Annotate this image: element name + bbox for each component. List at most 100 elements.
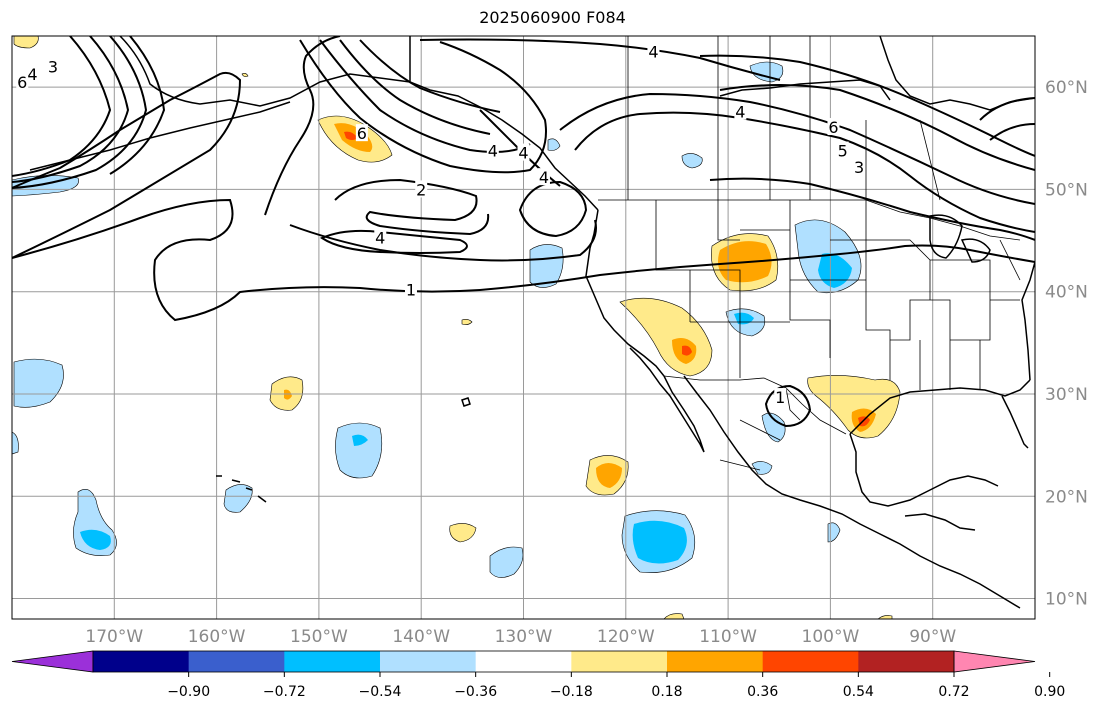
contour-canada-1	[574, 111, 1035, 233]
neg-core-south-west	[80, 529, 111, 550]
contour-alaska-4	[359, 39, 501, 113]
map-frame	[11, 35, 1036, 620]
colorbar-extend-high	[953, 650, 1036, 673]
great-lakes	[929, 214, 963, 259]
neg-blob-dakota	[681, 153, 703, 169]
contour-label: 1	[406, 281, 416, 300]
pos-blob-top-left	[13, 36, 39, 49]
contour-label: 4	[539, 168, 549, 187]
colorbar: −0.90 −0.72 −0.54 −0.36 −0.18 0.18 0.36 0.54 0.7…	[11, 650, 1065, 700]
coastlines	[29, 36, 1035, 609]
pos-blob-south	[449, 523, 477, 543]
colorbar-tick-label: −0.18	[550, 684, 593, 700]
pos-strong-alaska	[344, 131, 358, 140]
contour-label: 1	[775, 388, 785, 407]
contour-canada-5	[709, 177, 1035, 241]
contour-west-3	[12, 36, 148, 189]
us-states-w	[655, 200, 891, 380]
pos-blob-bottom2	[877, 615, 893, 619]
contour-label-bg	[355, 124, 368, 142]
contour-label-bg	[537, 168, 550, 186]
contour-label-bg	[734, 102, 747, 120]
gulf-coast	[849, 433, 999, 507]
contour-west-1	[12, 36, 112, 177]
pos-core-pacific-east	[284, 389, 292, 400]
contour-label: 4	[27, 65, 37, 84]
latitude-labels: 10°N 20°N 30°N 40°N 50°N 60°N	[1045, 78, 1088, 609]
hudson-bay	[719, 79, 891, 101]
contour-canada-3	[699, 54, 1035, 157]
contour-2	[264, 36, 341, 216]
us-states-e	[866, 239, 1021, 390]
contour-label-bg	[647, 42, 660, 60]
contour-label: 6	[17, 73, 27, 92]
colorbar-segment	[762, 651, 859, 672]
colorbar-tick-label: −0.90	[167, 684, 210, 700]
contour-ne-loop	[979, 97, 1035, 121]
contour-label: 4	[648, 42, 658, 61]
contour-label-bg	[486, 141, 499, 159]
pos-strong-california	[682, 345, 692, 356]
lat-tick-label: 20°N	[1045, 487, 1088, 507]
west-coast-us	[585, 247, 665, 377]
contour-label: 3	[854, 158, 864, 177]
neg-blob-hawaii	[223, 484, 253, 513]
map-title: 2025060900 F084	[479, 8, 626, 27]
lon-tick-label: 130°W	[495, 627, 553, 647]
neg-blob-pacific-west	[13, 358, 64, 408]
pos-core-mexico-pacific	[596, 463, 622, 488]
arctic-coast	[879, 36, 1035, 111]
contour-inner-loop	[518, 180, 588, 238]
shaded-anomalies	[12, 36, 901, 619]
lon-tick-label: 140°W	[392, 627, 450, 647]
contour-west-4	[109, 36, 166, 175]
neg-blob-caribbean	[827, 522, 841, 543]
colorbar-extend-low	[11, 650, 94, 673]
colorbar-segment	[379, 651, 477, 672]
neg-blob-hudson	[749, 61, 784, 83]
us-mexico-border	[663, 375, 847, 435]
contour-alaska-1	[299, 39, 547, 174]
neg-blob-bc	[547, 138, 561, 151]
lat-tick-label: 10°N	[1045, 590, 1088, 610]
lon-tick-label: 150°W	[290, 627, 348, 647]
contour-label-bg	[827, 118, 840, 136]
pos-blob-bottom	[663, 613, 685, 619]
canada-provinces	[627, 36, 941, 201]
east-coast	[1021, 261, 1035, 381]
longitude-labels: 170°W 160°W 150°W 140°W 130°W 120°W 110°W 100°W…	[85, 627, 956, 647]
contour-canada-4	[719, 84, 1035, 171]
contour-label: 5	[838, 142, 848, 161]
neg-core-plains	[818, 253, 852, 288]
colorbar-segment	[858, 651, 955, 672]
contour-label-bg	[46, 57, 59, 75]
contour-4-north	[419, 38, 781, 81]
neg-core-baja-south	[632, 520, 687, 564]
contour-canada-2	[559, 92, 1035, 205]
colorbar-tick-label: −0.54	[359, 684, 402, 700]
neg-blob-offshore	[529, 244, 564, 288]
contour-label: 3	[48, 58, 58, 77]
neg-blob-mexico	[761, 412, 786, 443]
colorbar-segment	[571, 651, 668, 672]
colorbar-frame	[92, 650, 955, 673]
colorbar-segment	[667, 651, 764, 672]
neg-blob-pacific	[335, 422, 383, 479]
contour-3	[289, 219, 597, 262]
lon-tick-label: 120°W	[597, 627, 655, 647]
contour-label: 4	[518, 144, 528, 163]
contour-label-bg	[404, 280, 417, 298]
lon-tick-label: 160°W	[188, 627, 246, 647]
colorbar-segment	[284, 651, 381, 672]
pos-blob-california	[619, 297, 713, 377]
contour-label: 4	[735, 103, 745, 122]
pos-blob-texas	[807, 375, 901, 439]
lake-2	[960, 238, 991, 263]
lat-tick-label: 30°N	[1045, 385, 1088, 405]
contour-label: 6	[357, 124, 367, 143]
contour-label-bg	[26, 64, 39, 82]
hawaii-islands	[216, 475, 267, 503]
alaska-coast	[409, 36, 599, 211]
contour-label-bg	[836, 141, 849, 159]
